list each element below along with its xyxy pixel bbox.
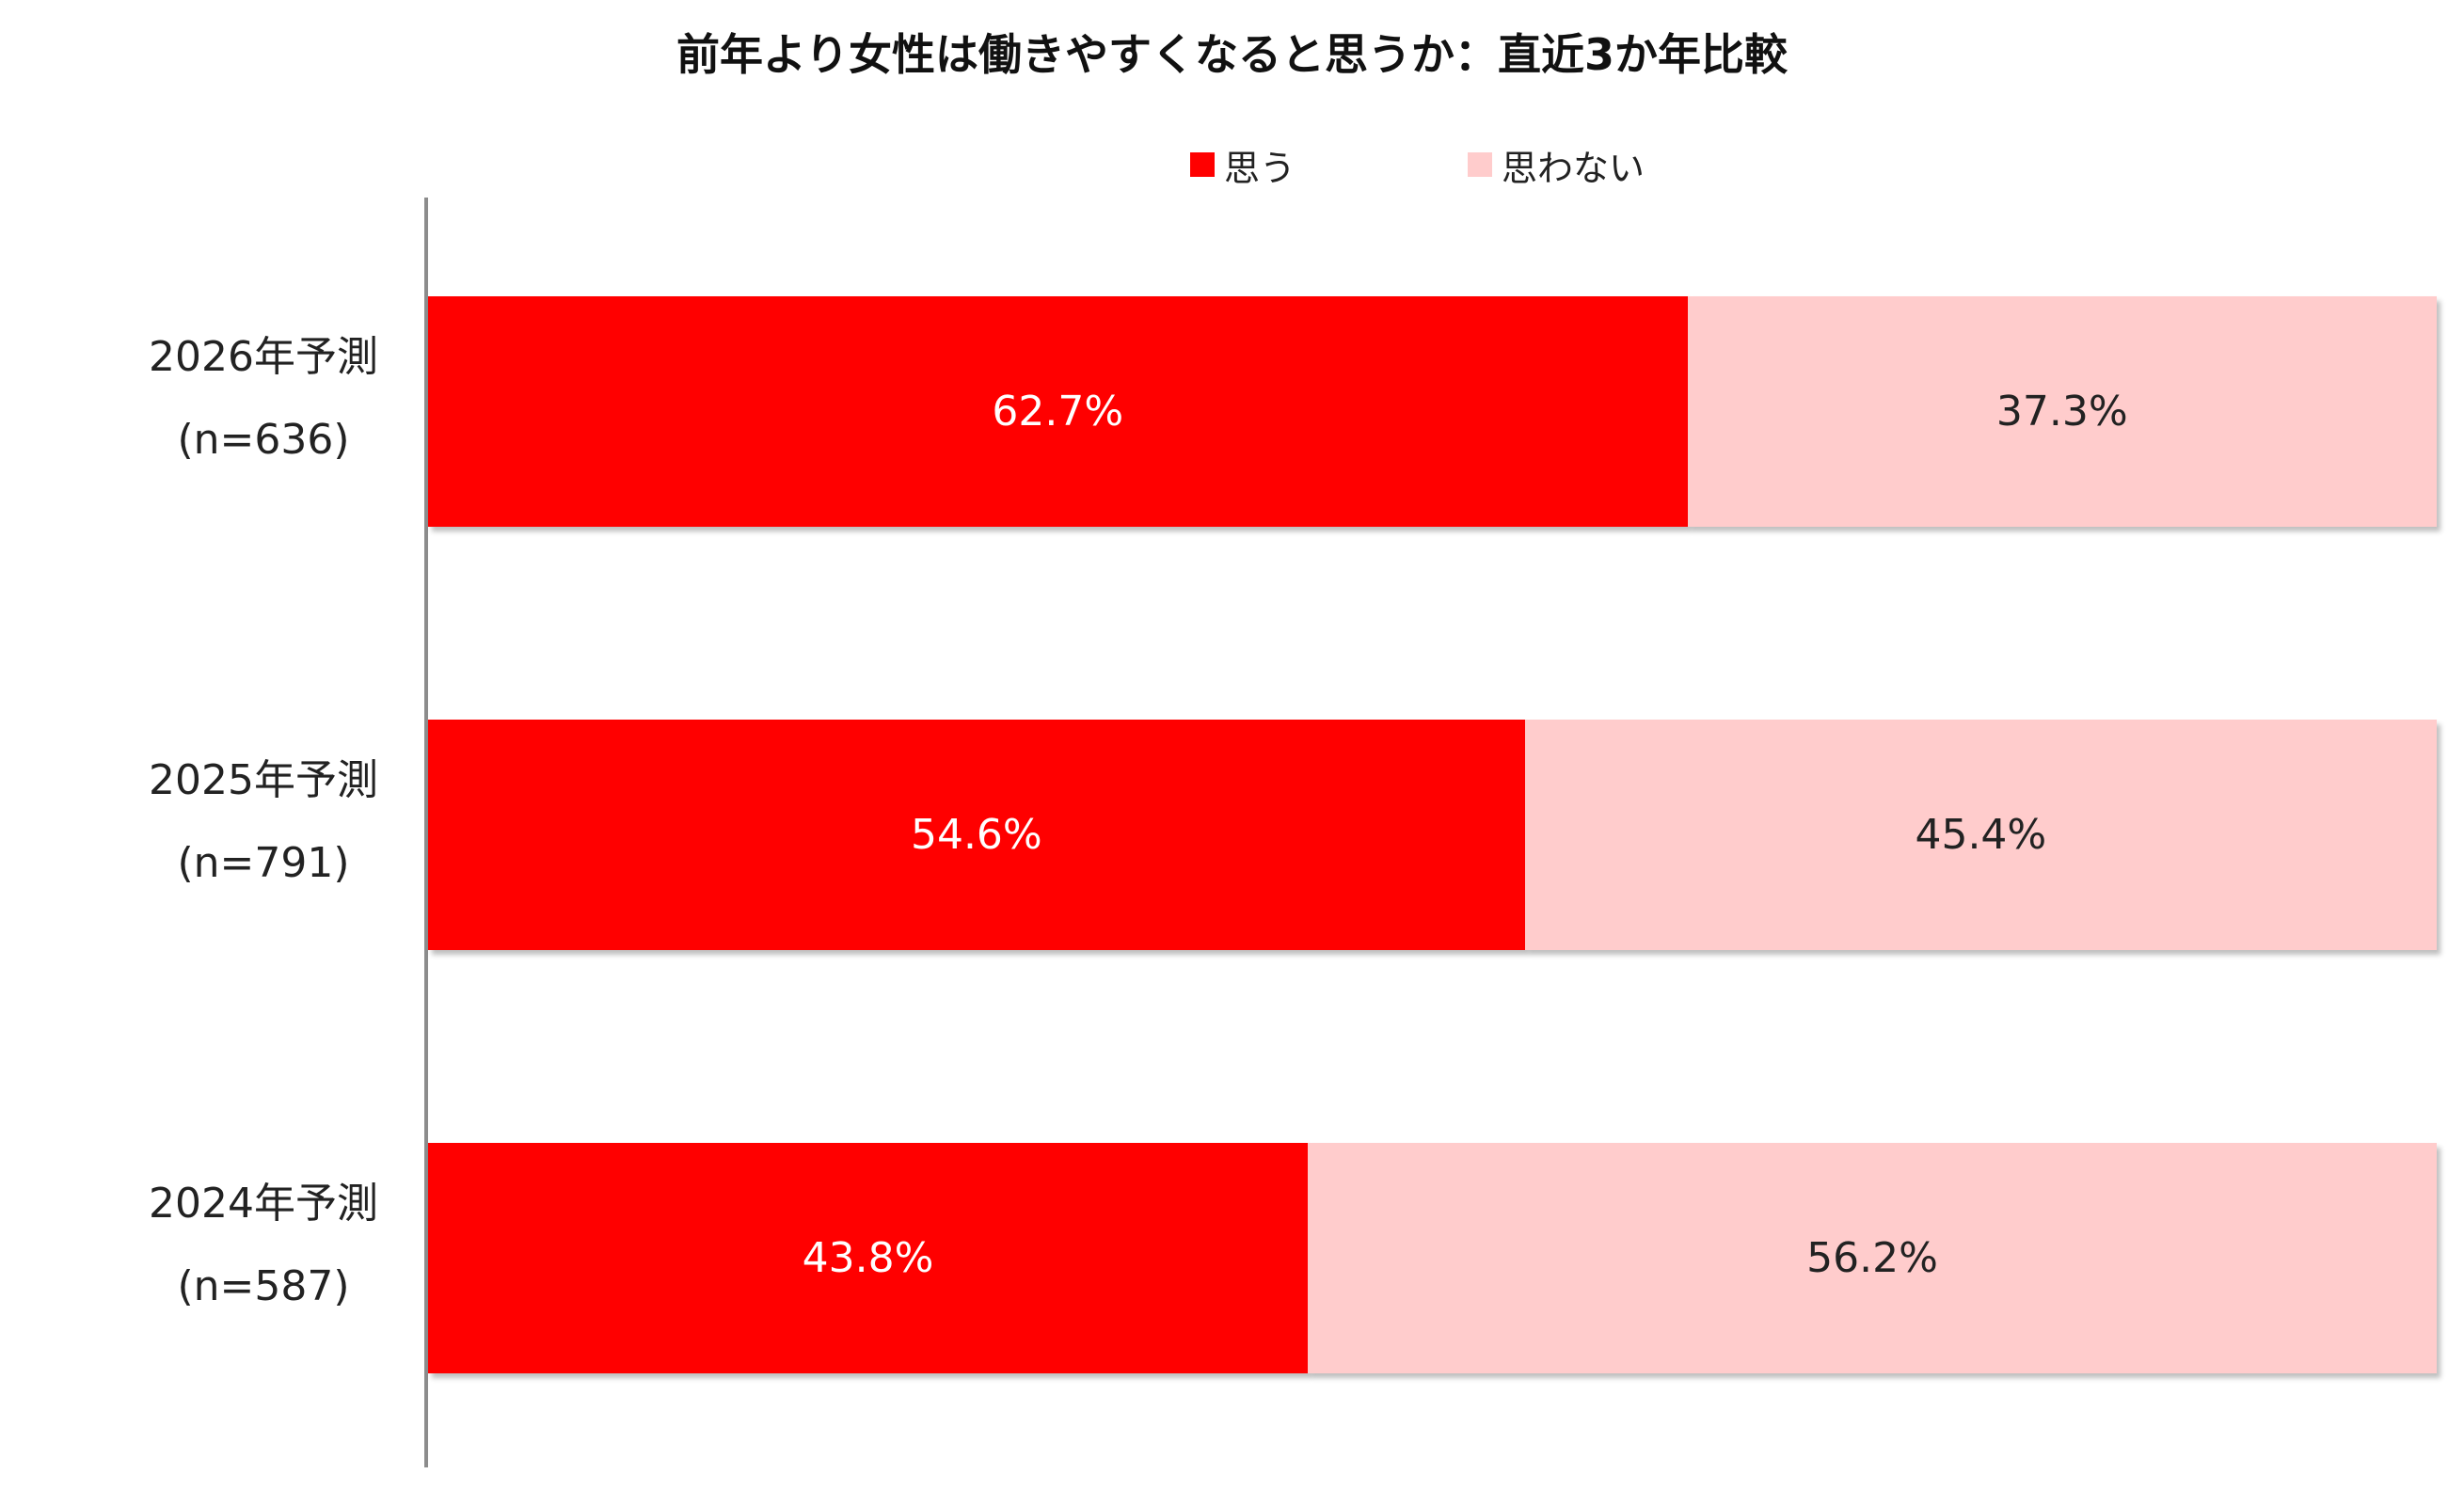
bar-omowanai-2026 — [1687, 296, 2437, 527]
chart-title: 前年より女性は働きやすくなると思うか：直近3か年比較 — [676, 29, 1788, 80]
legend-label-omowanai: 思わない — [1502, 147, 1645, 189]
data-label-omowanai-2026: 37.3% — [1995, 388, 2128, 436]
legend-swatch-omowanai — [1468, 152, 1492, 177]
category-year-2026: 2026年予測 — [149, 333, 378, 381]
category-year-2024: 2024年予測 — [149, 1180, 378, 1228]
category-label-2025: 2025年予測 (n=791) — [94, 739, 433, 905]
category-axis-line — [424, 198, 428, 1467]
category-n-2026: (n=636) — [177, 416, 350, 464]
legend-swatch-omou — [1190, 152, 1215, 177]
data-label-omowanai-2025: 45.4% — [1915, 811, 2047, 859]
bar-omou-2026 — [428, 296, 1688, 527]
category-n-2025: (n=791) — [177, 839, 350, 887]
category-label-2024: 2024年予測 (n=587) — [94, 1163, 433, 1328]
legend-label-omou: 思う — [1224, 147, 1296, 189]
legend-item-omou: 思う — [1190, 141, 1296, 189]
bar-omowanai-2025 — [1524, 720, 2437, 950]
bar-omou-2025 — [428, 720, 1525, 950]
data-label-omou-2024: 43.8% — [802, 1234, 934, 1282]
legend-item-omowanai: 思わない — [1468, 141, 1645, 189]
category-year-2025: 2025年予測 — [149, 756, 378, 804]
category-n-2024: (n=587) — [177, 1262, 350, 1310]
category-label-2026: 2026年予測 (n=636) — [94, 316, 433, 482]
data-label-omowanai-2024: 56.2% — [1806, 1234, 1938, 1282]
data-label-omou-2026: 62.7% — [992, 388, 1124, 436]
data-label-omou-2025: 54.6% — [910, 811, 1042, 859]
bar-omowanai-2024 — [1308, 1143, 2437, 1373]
bar-omou-2024 — [428, 1143, 1309, 1373]
